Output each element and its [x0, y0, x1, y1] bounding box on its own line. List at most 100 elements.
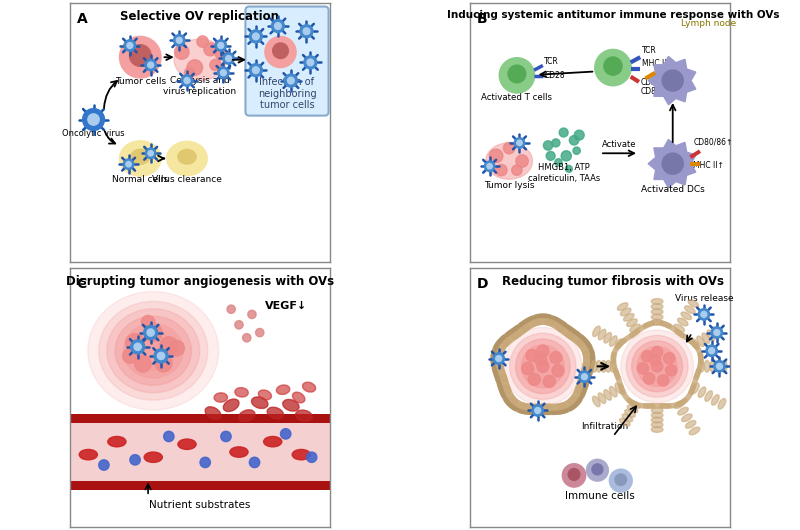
Text: CD80/86↑: CD80/86↑ — [694, 137, 733, 146]
Ellipse shape — [618, 303, 628, 311]
Circle shape — [184, 77, 190, 84]
Circle shape — [559, 128, 568, 137]
Circle shape — [537, 345, 549, 357]
Circle shape — [574, 130, 584, 140]
Text: Inducing systemic antitumor immune response with OVs: Inducing systemic antitumor immune respo… — [446, 11, 779, 21]
Circle shape — [626, 335, 688, 398]
Ellipse shape — [615, 339, 622, 349]
Circle shape — [281, 429, 291, 439]
Circle shape — [265, 37, 296, 67]
Ellipse shape — [682, 414, 692, 421]
Circle shape — [493, 353, 505, 364]
Circle shape — [218, 67, 229, 78]
Circle shape — [510, 333, 576, 400]
Circle shape — [88, 114, 99, 125]
Circle shape — [130, 340, 145, 354]
Circle shape — [145, 324, 162, 341]
Circle shape — [516, 155, 528, 167]
Ellipse shape — [610, 360, 616, 372]
Ellipse shape — [651, 427, 663, 432]
Circle shape — [698, 308, 710, 320]
Ellipse shape — [718, 399, 726, 409]
Circle shape — [148, 62, 154, 68]
Ellipse shape — [710, 360, 716, 372]
Text: Normal cells: Normal cells — [112, 175, 168, 184]
Ellipse shape — [681, 312, 691, 320]
Text: CD28: CD28 — [640, 78, 661, 87]
Ellipse shape — [691, 339, 699, 349]
Ellipse shape — [630, 401, 640, 409]
Ellipse shape — [598, 329, 606, 340]
Circle shape — [637, 346, 677, 386]
Circle shape — [532, 405, 543, 416]
Ellipse shape — [678, 318, 688, 326]
Text: VEGF↓: VEGF↓ — [265, 301, 307, 311]
Ellipse shape — [626, 319, 638, 326]
Circle shape — [662, 70, 683, 91]
Ellipse shape — [651, 304, 663, 310]
Text: Cell lysis and
virus replication: Cell lysis and virus replication — [163, 76, 237, 95]
Circle shape — [522, 363, 534, 375]
Ellipse shape — [688, 299, 698, 307]
Circle shape — [126, 333, 145, 352]
Text: MHC II↑: MHC II↑ — [694, 161, 724, 170]
Circle shape — [638, 363, 649, 374]
Circle shape — [223, 53, 234, 64]
Ellipse shape — [610, 386, 617, 397]
Circle shape — [274, 23, 282, 29]
Circle shape — [248, 310, 256, 319]
Ellipse shape — [651, 298, 663, 304]
Circle shape — [643, 373, 654, 384]
Circle shape — [210, 59, 222, 70]
Ellipse shape — [722, 360, 727, 372]
Circle shape — [124, 40, 135, 51]
Circle shape — [517, 140, 522, 146]
Ellipse shape — [591, 360, 597, 372]
Circle shape — [662, 153, 683, 174]
Circle shape — [307, 59, 314, 66]
Circle shape — [621, 330, 694, 403]
Ellipse shape — [615, 383, 622, 394]
Circle shape — [221, 431, 231, 441]
Text: CD80/86: CD80/86 — [640, 86, 674, 95]
Ellipse shape — [651, 314, 663, 320]
Ellipse shape — [230, 447, 248, 457]
Ellipse shape — [702, 333, 710, 343]
Ellipse shape — [123, 324, 183, 378]
Circle shape — [503, 143, 515, 154]
Circle shape — [528, 373, 540, 385]
Ellipse shape — [295, 410, 312, 421]
Text: Activate: Activate — [602, 140, 636, 149]
Circle shape — [147, 329, 154, 336]
Ellipse shape — [623, 314, 634, 321]
Text: B: B — [477, 12, 487, 26]
Ellipse shape — [223, 399, 239, 411]
Circle shape — [554, 158, 562, 166]
Circle shape — [604, 57, 622, 75]
Circle shape — [200, 457, 210, 467]
Circle shape — [250, 30, 262, 43]
Circle shape — [496, 164, 507, 176]
Ellipse shape — [686, 420, 696, 428]
Circle shape — [582, 374, 587, 379]
Circle shape — [534, 354, 546, 366]
Ellipse shape — [697, 336, 705, 347]
Circle shape — [570, 136, 578, 145]
Ellipse shape — [601, 360, 606, 372]
Polygon shape — [648, 56, 696, 105]
Ellipse shape — [88, 292, 218, 410]
Ellipse shape — [178, 439, 196, 449]
Ellipse shape — [251, 397, 268, 409]
Ellipse shape — [690, 427, 700, 435]
Ellipse shape — [131, 331, 175, 370]
Text: Immune cells: Immune cells — [565, 491, 635, 501]
Ellipse shape — [651, 320, 663, 325]
Circle shape — [176, 37, 182, 43]
Ellipse shape — [302, 382, 316, 392]
Circle shape — [663, 352, 675, 364]
Circle shape — [504, 328, 582, 405]
Circle shape — [543, 141, 553, 150]
Ellipse shape — [711, 395, 719, 405]
Ellipse shape — [264, 436, 282, 447]
Circle shape — [666, 365, 677, 376]
